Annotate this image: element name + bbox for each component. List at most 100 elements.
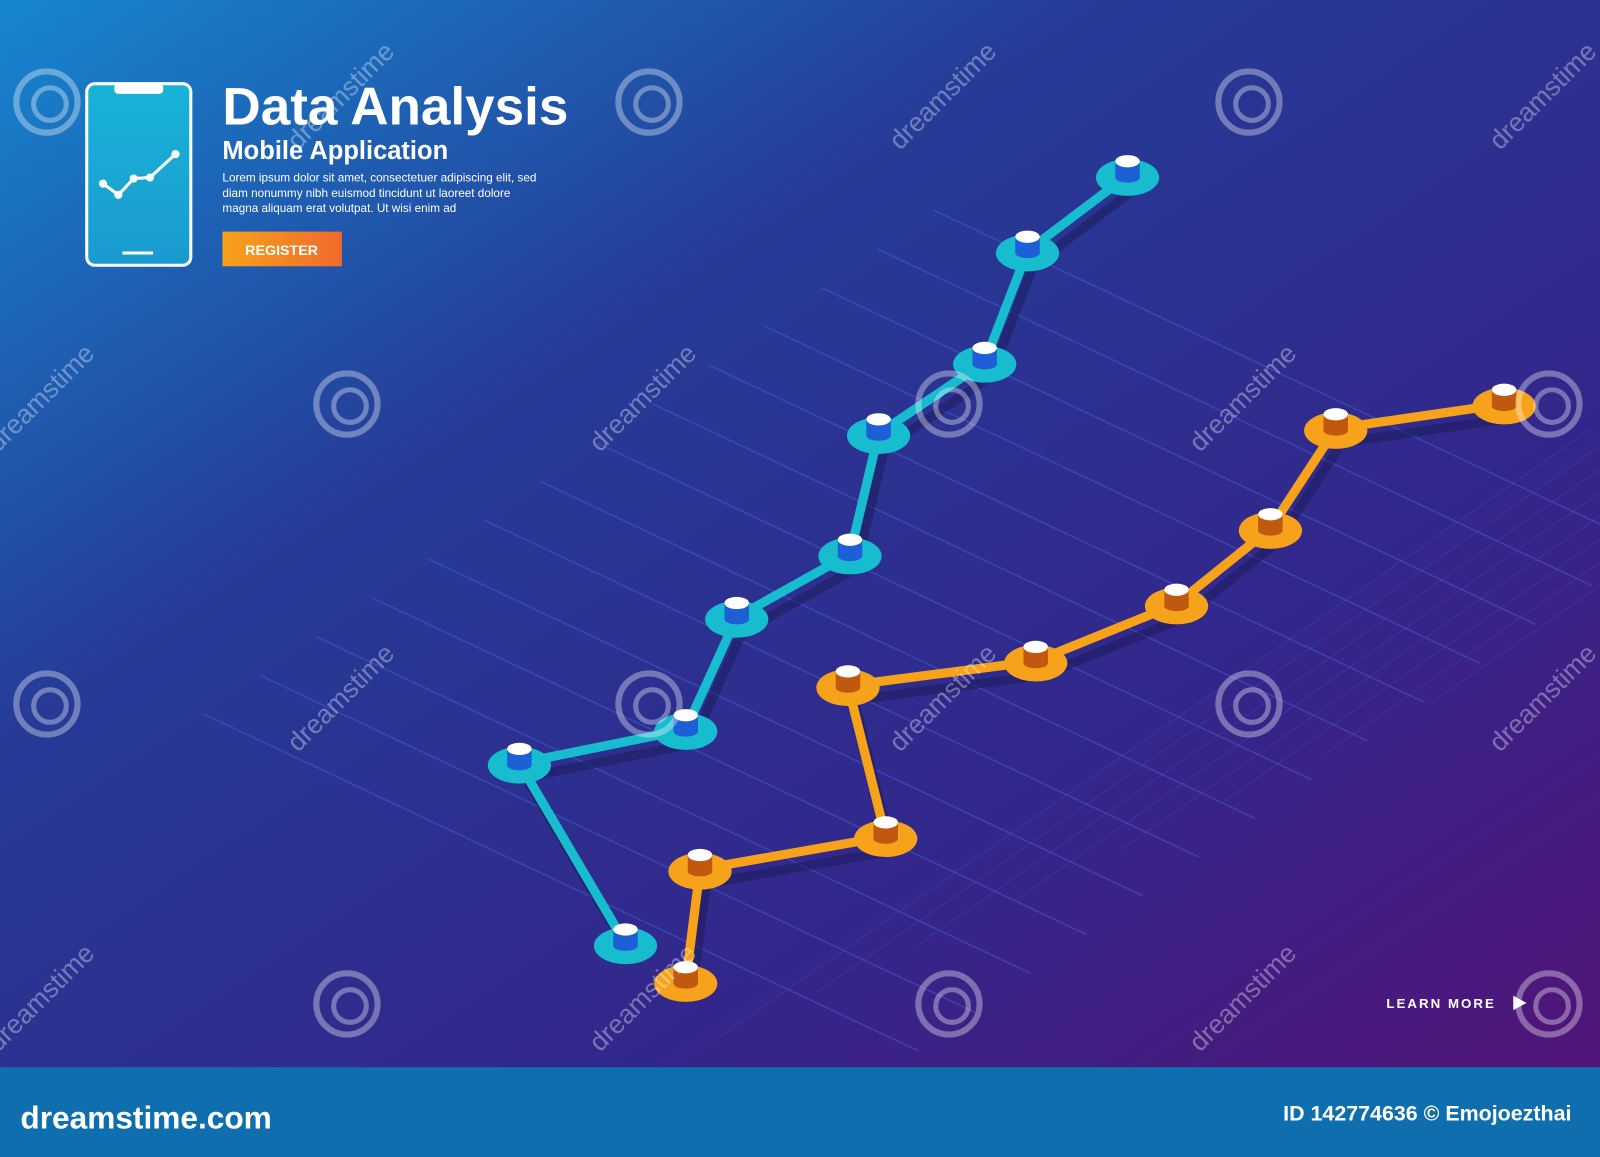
node-cylinder-base (1258, 525, 1283, 536)
title: Data Analysis (222, 77, 568, 136)
grid-line (1224, 538, 1600, 802)
footer-site: dreamstime.com (20, 1099, 271, 1135)
grid-line (708, 364, 1424, 703)
body-line: diam nonummy nibh euismod tincidunt ut l… (222, 187, 510, 200)
watermark-spiral (1515, 370, 1583, 438)
watermark-spiral (313, 970, 381, 1038)
node-cylinder-top (835, 665, 861, 678)
grid-line (764, 325, 1480, 664)
watermark-spiral (31, 85, 69, 123)
watermark-spiral (331, 987, 369, 1025)
watermark-spiral (933, 987, 971, 1025)
node-cylinder-base (837, 550, 863, 562)
node-cylinder-top (1115, 155, 1140, 168)
watermark-spiral (13, 670, 81, 738)
watermark-spiral (1233, 687, 1271, 725)
grid-line (540, 480, 1256, 819)
node-cylinder-top (873, 816, 898, 829)
subtitle: Mobile Application (222, 137, 448, 165)
grid (203, 209, 1600, 1052)
node-cylinder-top (613, 923, 638, 936)
learn-more[interactable]: LEARN MORE (1386, 995, 1527, 1011)
grid-line (596, 442, 1312, 781)
node-cylinder-top (507, 742, 532, 756)
node-cylinder-top (687, 848, 713, 862)
button-bg[interactable] (222, 231, 342, 267)
node-cylinder-base (673, 978, 698, 989)
watermark-spiral (1533, 987, 1571, 1025)
watermark-spiral (331, 387, 369, 425)
node-cylinder-base (1491, 400, 1517, 412)
node-cylinder-base (1015, 247, 1040, 259)
footer-bar (0, 1067, 1600, 1157)
register-button[interactable]: REGISTER (222, 231, 342, 267)
node-cylinder-top (837, 533, 863, 546)
watermark-spiral (1233, 85, 1271, 123)
grid-line (877, 248, 1593, 587)
watermark-spiral (615, 68, 683, 136)
grid-line (918, 468, 1600, 946)
node-cylinder-base (835, 682, 861, 693)
grid-line (816, 445, 1600, 994)
watermark-spiral (31, 687, 69, 725)
watermark-spiral (615, 670, 683, 738)
watermark-spiral (915, 370, 983, 438)
node-cylinder-base (866, 430, 891, 441)
node-cylinder-top (972, 341, 997, 355)
watermark-spiral (915, 970, 983, 1038)
button-label[interactable]: REGISTER (245, 243, 319, 259)
node-cylinder-base (1023, 658, 1048, 669)
node-cylinder-base (673, 726, 698, 737)
grid-line (821, 287, 1537, 626)
node-cylinder-top (1491, 383, 1517, 396)
node-cylinder-base (724, 614, 749, 625)
watermark-spiral (1215, 68, 1283, 136)
grid-line (259, 674, 975, 1013)
node-cylinder-top (866, 413, 891, 426)
node-cylinder-base (873, 833, 898, 844)
grid-line (1122, 515, 1600, 850)
node-cylinder-top (673, 961, 698, 974)
watermark-spiral (1533, 387, 1571, 425)
grid-line (1020, 491, 1600, 898)
background (0, 0, 1600, 1068)
watermark-spiral (933, 387, 971, 425)
footer-credit: ID 142774636 © Emojoezthai (1283, 1101, 1571, 1125)
grid-line (316, 635, 1031, 975)
node-cylinder-top (1164, 583, 1189, 596)
chart-nodes (487, 155, 1536, 1002)
watermark-spiral (633, 85, 671, 123)
grid-line (713, 428, 1593, 1042)
node-cylinder-base (507, 760, 532, 771)
node-cylinder-base (972, 359, 997, 370)
grid-line (372, 597, 1088, 936)
arrow-icon[interactable] (1513, 995, 1527, 1011)
node-cylinder-top (1015, 230, 1040, 243)
grid-line (1326, 561, 1600, 754)
grid-line (428, 558, 1144, 897)
body-line: magna aliquam erat volutpat. Ut wisi eni… (222, 202, 456, 215)
watermark-spiral (1215, 670, 1283, 738)
node-cylinder-top (1258, 508, 1283, 521)
grid-line (203, 713, 919, 1052)
node-cylinder-top (1323, 408, 1348, 421)
grid-line (933, 209, 1600, 526)
watermark-spiral (633, 687, 671, 725)
grid-line (652, 403, 1368, 742)
node-cylinder-base (1115, 172, 1140, 183)
learn-more-label[interactable]: LEARN MORE (1386, 996, 1495, 1011)
node-cylinder-base (613, 940, 638, 951)
node-cylinder-base (1323, 425, 1348, 436)
grid-line (1428, 584, 1600, 706)
node-cylinder-top (724, 596, 749, 610)
node-cylinder-base (1164, 600, 1189, 612)
watermark-spiral (313, 370, 381, 438)
node-cylinder-base (687, 866, 713, 877)
body-line: Lorem ipsum dolor sit amet, consectetuer… (222, 172, 536, 185)
watermark-spiral (13, 68, 81, 136)
node-cylinder-top (1023, 640, 1048, 653)
phone-icon (85, 82, 193, 267)
node-cylinder-top (673, 709, 698, 722)
